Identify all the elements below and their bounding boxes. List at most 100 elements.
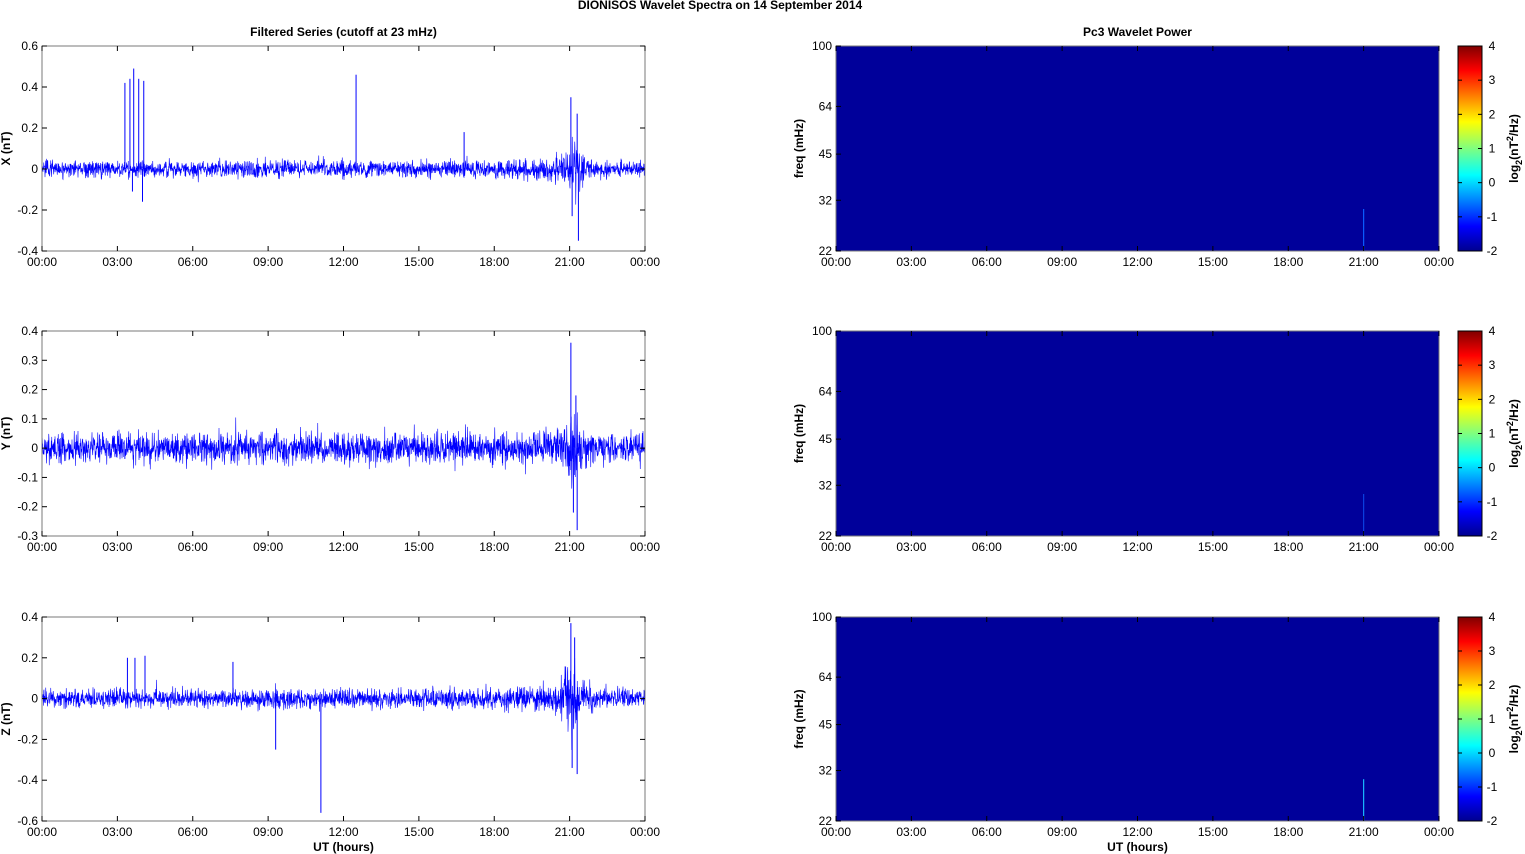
x-tick-label: 09:00 bbox=[253, 825, 283, 839]
x-tick-label: 00:00 bbox=[1424, 255, 1454, 269]
colorbar-tick-label: 4 bbox=[1489, 324, 1496, 338]
x-tick-label: 21:00 bbox=[1349, 825, 1379, 839]
x-tick-label: 15:00 bbox=[404, 255, 434, 269]
x-tick-label: 18:00 bbox=[1273, 255, 1303, 269]
colorbar-tick-label: 3 bbox=[1489, 644, 1496, 658]
y-tick-label: 0.1 bbox=[21, 412, 38, 426]
y-tick-label: 64 bbox=[819, 384, 833, 398]
colorbar-tick-label: 4 bbox=[1489, 610, 1496, 624]
colorbar-label-part: 2 bbox=[1505, 707, 1515, 712]
x-tick-label: 03:00 bbox=[896, 825, 926, 839]
colorbar-label-part: log bbox=[1507, 165, 1521, 183]
y-axis-label: freq (mHz) bbox=[792, 404, 806, 463]
y-tick-label: -0.2 bbox=[17, 203, 38, 217]
colorbar-tick-label: 2 bbox=[1489, 392, 1496, 406]
y-tick-label: 32 bbox=[819, 478, 833, 492]
x-tick-label: 09:00 bbox=[1047, 825, 1077, 839]
x-tick-label: 03:00 bbox=[102, 825, 132, 839]
y-axis-label: freq (mHz) bbox=[792, 119, 806, 178]
colorbar-label-part: log bbox=[1507, 450, 1521, 468]
y-tick-label: 0 bbox=[31, 441, 38, 455]
x-tick-label: 03:00 bbox=[102, 540, 132, 554]
plot-frame bbox=[41, 616, 646, 822]
x-tick-label: 00:00 bbox=[27, 540, 57, 554]
colorbar-label-part: 2 bbox=[1505, 421, 1515, 426]
x-tick-label: 12:00 bbox=[328, 255, 358, 269]
series-line bbox=[41, 657, 646, 750]
y-axis-label: X (nT) bbox=[0, 132, 13, 166]
colorbar-label-part: (nT bbox=[1507, 711, 1521, 730]
x-tick-label: 12:00 bbox=[328, 540, 358, 554]
x-tick-label: 06:00 bbox=[972, 540, 1002, 554]
x-tick-label: 00:00 bbox=[630, 255, 660, 269]
heatmap-field bbox=[836, 617, 1439, 821]
x-tick-label: 15:00 bbox=[404, 540, 434, 554]
x-tick-label: 09:00 bbox=[253, 255, 283, 269]
x-tick-label: 00:00 bbox=[27, 825, 57, 839]
colorbar-tick-label: 3 bbox=[1489, 358, 1496, 372]
y-tick-label: 0 bbox=[31, 692, 38, 706]
y-tick-label: 64 bbox=[819, 99, 833, 113]
x-tick-label: 03:00 bbox=[102, 255, 132, 269]
colorbar-label-part: (nT bbox=[1507, 426, 1521, 445]
x-axis-label: UT (hours) bbox=[1107, 840, 1168, 854]
series-line bbox=[41, 136, 646, 205]
x-tick-label: 00:00 bbox=[821, 540, 851, 554]
colorbar-label: log2(nT2/Hz) bbox=[1505, 685, 1524, 754]
colorbar-label-part: 2 bbox=[1505, 136, 1515, 141]
x-tick-label: 00:00 bbox=[1424, 540, 1454, 554]
y-tick-label: -0.1 bbox=[17, 470, 38, 484]
x-tick-label: 21:00 bbox=[555, 540, 585, 554]
colorbar-tick-label: 4 bbox=[1489, 39, 1496, 53]
colorbar-tick-label: 0 bbox=[1489, 746, 1496, 760]
colorbar-tick-label: 2 bbox=[1489, 107, 1496, 121]
colorbar-label-part: 2 bbox=[1514, 445, 1524, 450]
y-tick-label: 100 bbox=[812, 610, 832, 624]
x-tick-label: 15:00 bbox=[1198, 825, 1228, 839]
y-tick-label: 0.4 bbox=[21, 324, 38, 338]
y-tick-label: 0.2 bbox=[21, 651, 38, 665]
x-tick-label: 21:00 bbox=[1349, 540, 1379, 554]
x-tick-label: 12:00 bbox=[1122, 825, 1152, 839]
y-tick-label: 22 bbox=[819, 529, 833, 543]
x-tick-label: 00:00 bbox=[630, 540, 660, 554]
y-tick-label: 0.4 bbox=[21, 80, 38, 94]
colorbar-tick-label: 3 bbox=[1489, 73, 1496, 87]
y-tick-label: 100 bbox=[812, 39, 832, 53]
y-tick-label: 45 bbox=[819, 432, 833, 446]
y-tick-label: 0.6 bbox=[21, 39, 38, 53]
colorbar-tick-label: 0 bbox=[1489, 176, 1496, 190]
x-tick-label: 18:00 bbox=[479, 255, 509, 269]
x-tick-label: 21:00 bbox=[555, 825, 585, 839]
x-tick-label: 12:00 bbox=[1122, 255, 1152, 269]
colorbar-label-part: 2 bbox=[1514, 730, 1524, 735]
x-tick-label: 06:00 bbox=[178, 825, 208, 839]
panels-group: Filtered Series (cutoff at 23 mHz)-0.4-0… bbox=[0, 25, 1524, 854]
panel-left-middle: -0.3 -0.2 -0.1 0 0.1 0.2 0.3 0.4 00:00 03:00 06:00… bbox=[0, 324, 660, 554]
colorbar-tick-label: -2 bbox=[1487, 814, 1498, 828]
x-tick-label: 00:00 bbox=[1424, 825, 1454, 839]
panel-left-top: Filtered Series (cutoff at 23 mHz) -0.4 -0… bbox=[0, 25, 660, 269]
x-axis-label: UT (hours) bbox=[313, 840, 374, 854]
y-axis-label: Z (nT) bbox=[0, 702, 13, 735]
y-tick-label: 32 bbox=[819, 764, 833, 778]
y-tick-label: -0.2 bbox=[17, 500, 38, 514]
y-tick-label: 64 bbox=[819, 670, 833, 684]
colorbar-label-part: /Hz) bbox=[1507, 399, 1521, 421]
colorbar-tick-label: 1 bbox=[1489, 712, 1496, 726]
panel-title: Filtered Series (cutoff at 23 mHz) bbox=[250, 25, 437, 39]
x-tick-label: 18:00 bbox=[1273, 540, 1303, 554]
plot-frame bbox=[41, 45, 646, 252]
x-tick-label: 15:00 bbox=[404, 825, 434, 839]
colorbar-label-part: log bbox=[1507, 735, 1521, 753]
y-axis-label: freq (mHz) bbox=[792, 689, 806, 748]
x-tick-label: 18:00 bbox=[1273, 825, 1303, 839]
y-tick-label: 45 bbox=[819, 718, 833, 732]
colorbar-label: log2(nT2/Hz) bbox=[1505, 114, 1524, 183]
y-tick-label: 22 bbox=[819, 814, 833, 828]
x-tick-label: 21:00 bbox=[555, 255, 585, 269]
y-tick-label: 22 bbox=[819, 244, 833, 258]
